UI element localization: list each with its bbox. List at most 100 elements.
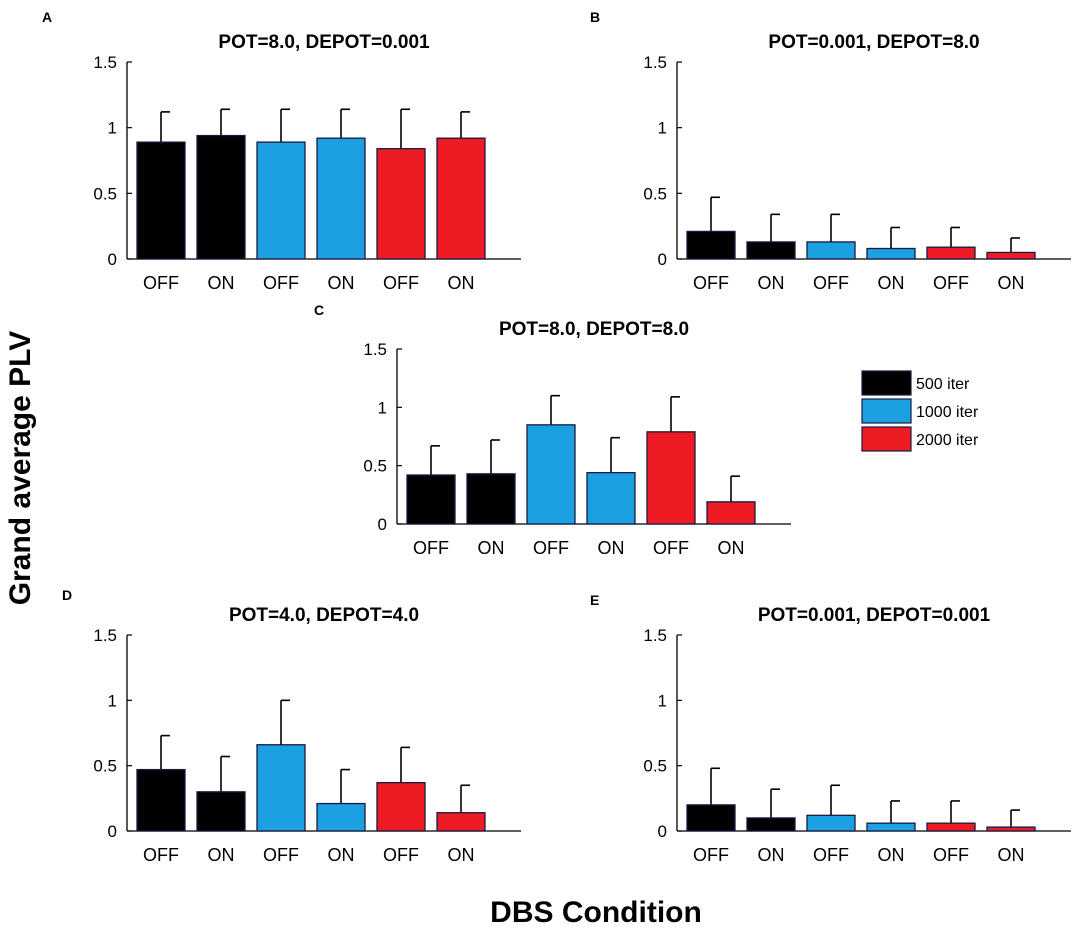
y-tick-label: 1.5 (93, 53, 117, 72)
category-label: ON (758, 273, 785, 293)
panel-letter: B (590, 9, 600, 25)
bar (196, 791, 246, 832)
bar (746, 817, 796, 832)
category-label: ON (208, 845, 235, 865)
category-label: OFF (383, 845, 419, 865)
category-label: OFF (143, 273, 179, 293)
bar (986, 826, 1036, 832)
category-label: OFF (263, 273, 299, 293)
x-axis-label: DBS Condition (490, 896, 702, 929)
category-label: OFF (383, 273, 419, 293)
category-label: ON (208, 273, 235, 293)
panel-b: B POT=0.001, DEPOT=8.0 0 0.5 1 1.5 OFF ON OFF ON O… (590, 9, 1071, 293)
panel-title: POT=0.001, DEPOT=0.001 (758, 605, 991, 626)
bar (136, 768, 186, 832)
panel-letter: D (62, 587, 72, 603)
bar (986, 251, 1036, 260)
bar (136, 141, 186, 260)
bar (926, 822, 976, 832)
y-tick-label: 1.5 (643, 626, 667, 645)
category-label: ON (998, 273, 1025, 293)
y-tick-label: 0 (108, 250, 117, 269)
bar (376, 782, 426, 832)
bar (926, 246, 976, 260)
bar (746, 241, 796, 260)
category-label: OFF (933, 273, 969, 293)
category-label: OFF (143, 845, 179, 865)
bar (706, 501, 756, 525)
y-tick-label: 0.5 (643, 757, 667, 776)
panel-title: POT=8.0, DEPOT=0.001 (218, 32, 430, 53)
bar (806, 814, 856, 832)
category-label: OFF (933, 845, 969, 865)
y-tick-label: 1 (108, 119, 117, 138)
panel-e: E POT=0.001, DEPOT=0.001 0 0.5 1 1.5 OFF ON OFF O… (590, 592, 1071, 865)
bar (436, 812, 486, 832)
bar (316, 137, 366, 260)
category-label: OFF (533, 538, 569, 558)
category-label: ON (878, 273, 905, 293)
panel-title: POT=4.0, DEPOT=4.0 (229, 605, 419, 626)
y-tick-label: 0 (658, 250, 667, 269)
bar (316, 802, 366, 832)
category-label: OFF (813, 845, 849, 865)
bar (866, 822, 916, 832)
y-tick-label: 0.5 (643, 184, 667, 203)
legend-label-500: 500 iter (916, 376, 970, 393)
bar (806, 241, 856, 260)
panel-letter: C (314, 302, 324, 318)
category-label: ON (448, 273, 475, 293)
category-label: ON (598, 538, 625, 558)
bar (256, 141, 306, 260)
y-tick-label: 0 (378, 515, 387, 534)
y-tick-label: 1 (378, 398, 387, 417)
y-tick-label: 1 (658, 691, 667, 710)
y-tick-label: 0.5 (93, 757, 117, 776)
category-label: ON (328, 273, 355, 293)
panel-a: A POT=8.0, DEPOT=0.001 0 0.5 1 1.5 OFF ON OFF ON O… (42, 9, 521, 293)
category-label: ON (878, 845, 905, 865)
category-label: OFF (263, 845, 299, 865)
bar (436, 137, 486, 260)
bar (256, 744, 306, 832)
panel-d: D POT=4.0, DEPOT=4.0 0 0.5 1 1.5 OFF ON OFF ON OFF… (62, 587, 521, 865)
bar (866, 247, 916, 260)
y-tick-label: 1 (108, 691, 117, 710)
bar (406, 474, 456, 525)
panel-title: POT=8.0, DEPOT=8.0 (499, 319, 689, 340)
category-label: OFF (413, 538, 449, 558)
y-tick-label: 1.5 (363, 340, 387, 359)
panel-letter: A (42, 9, 52, 25)
category-label: OFF (693, 845, 729, 865)
legend-swatch-500 (861, 370, 912, 396)
legend: 500 iter 1000 iter 2000 iter (861, 370, 979, 452)
legend-swatch-1000 (861, 398, 912, 424)
bar (376, 148, 426, 260)
y-tick-label: 0 (108, 822, 117, 841)
bar (196, 134, 246, 260)
category-label: ON (998, 845, 1025, 865)
y-tick-label: 1 (658, 119, 667, 138)
category-label: ON (478, 538, 505, 558)
bar (466, 473, 516, 525)
category-label: OFF (653, 538, 689, 558)
y-tick-label: 1.5 (93, 626, 117, 645)
panel-c: C POT=8.0, DEPOT=8.0 0 0.5 1 1.5 OFF ON OFF ON OFF… (314, 302, 791, 558)
bar (686, 230, 736, 260)
y-tick-label: 0.5 (363, 457, 387, 476)
category-label: OFF (813, 273, 849, 293)
y-tick-label: 1.5 (643, 53, 667, 72)
panel-letter: E (590, 592, 599, 608)
category-label: ON (448, 845, 475, 865)
bar (646, 431, 696, 525)
bar (526, 424, 576, 525)
y-tick-label: 0.5 (93, 184, 117, 203)
legend-label-1000: 1000 iter (916, 404, 979, 421)
category-label: ON (328, 845, 355, 865)
legend-label-2000: 2000 iter (916, 432, 979, 449)
legend-swatch-2000 (861, 426, 912, 452)
bar (686, 804, 736, 832)
y-tick-label: 0 (658, 822, 667, 841)
bar (586, 472, 636, 525)
